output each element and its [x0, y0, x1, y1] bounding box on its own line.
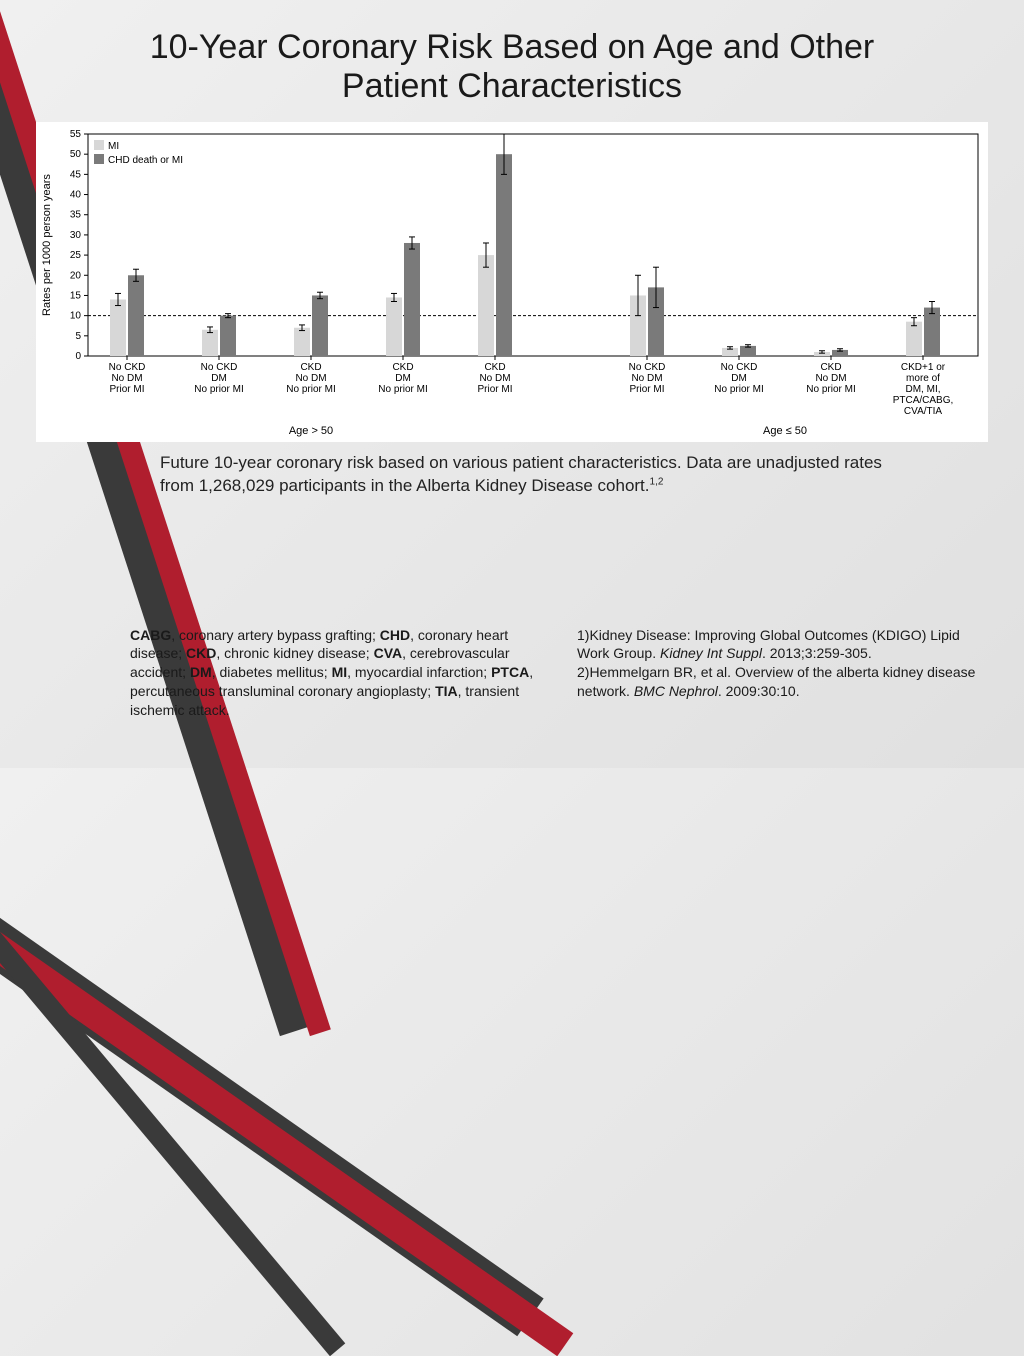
svg-text:CKD: CKD: [484, 362, 505, 373]
footer-row: CABG, coronary artery bypass grafting; C…: [130, 626, 984, 720]
svg-text:55: 55: [70, 129, 82, 140]
svg-text:30: 30: [70, 230, 82, 241]
svg-text:No prior MI: No prior MI: [194, 384, 243, 395]
svg-text:DM: DM: [211, 373, 227, 384]
svg-text:15: 15: [70, 291, 82, 302]
svg-text:more of: more of: [906, 373, 940, 384]
references-block: 1)Kidney Disease: Improving Global Outco…: [577, 626, 984, 720]
svg-text:10: 10: [70, 311, 82, 322]
svg-text:45: 45: [70, 170, 82, 181]
svg-text:CHD death or MI: CHD death or MI: [108, 155, 183, 166]
svg-text:No prior MI: No prior MI: [714, 384, 763, 395]
svg-text:Age > 50: Age > 50: [289, 425, 333, 437]
svg-text:25: 25: [70, 250, 82, 261]
svg-text:Age ≤ 50: Age ≤ 50: [763, 425, 807, 437]
svg-text:No DM: No DM: [815, 373, 846, 384]
caption-superscript: 1,2: [650, 476, 664, 487]
svg-text:CVA/TIA: CVA/TIA: [904, 406, 942, 417]
svg-text:CKD: CKD: [300, 362, 321, 373]
svg-text:No CKD: No CKD: [629, 362, 666, 373]
svg-text:Prior MI: Prior MI: [478, 384, 513, 395]
caption-text: Future 10-year coronary risk based on va…: [160, 453, 882, 495]
svg-text:DM: DM: [395, 373, 411, 384]
svg-text:No CKD: No CKD: [109, 362, 146, 373]
page-title: 10-Year Coronary Risk Based on Age and O…: [0, 0, 1024, 122]
risk-bar-chart: 0 5 10 15 20 25 30 35 40 45 50 55 Rates per 1000 per…: [36, 122, 988, 442]
svg-text:20: 20: [70, 270, 82, 281]
svg-text:50: 50: [70, 149, 82, 160]
svg-text:Prior MI: Prior MI: [110, 384, 145, 395]
svg-text:No prior MI: No prior MI: [378, 384, 427, 395]
svg-text:No CKD: No CKD: [201, 362, 238, 373]
svg-text:CKD: CKD: [392, 362, 413, 373]
svg-text:5: 5: [75, 331, 81, 342]
svg-text:No prior MI: No prior MI: [286, 384, 335, 395]
svg-text:DM, MI,: DM, MI,: [906, 384, 941, 395]
svg-text:No DM: No DM: [295, 373, 326, 384]
svg-text:PTCA/CABG,: PTCA/CABG,: [893, 395, 954, 406]
svg-text:CKD: CKD: [820, 362, 841, 373]
svg-text:No prior MI: No prior MI: [806, 384, 855, 395]
svg-text:35: 35: [70, 210, 82, 221]
svg-text:Prior MI: Prior MI: [630, 384, 665, 395]
svg-text:MI: MI: [108, 141, 119, 152]
svg-text:CKD+1 or: CKD+1 or: [901, 362, 946, 373]
svg-text:No CKD: No CKD: [721, 362, 758, 373]
svg-text:No DM: No DM: [631, 373, 662, 384]
svg-text:DM: DM: [731, 373, 747, 384]
svg-text:No DM: No DM: [111, 373, 142, 384]
svg-text:0: 0: [75, 351, 81, 362]
svg-text:40: 40: [70, 190, 82, 201]
chart-caption: Future 10-year coronary risk based on va…: [160, 452, 904, 498]
svg-text:No DM: No DM: [479, 373, 510, 384]
abbreviations-block: CABG, coronary artery bypass grafting; C…: [130, 626, 537, 720]
svg-text:Rates per 1000 person years: Rates per 1000 person years: [41, 174, 53, 316]
